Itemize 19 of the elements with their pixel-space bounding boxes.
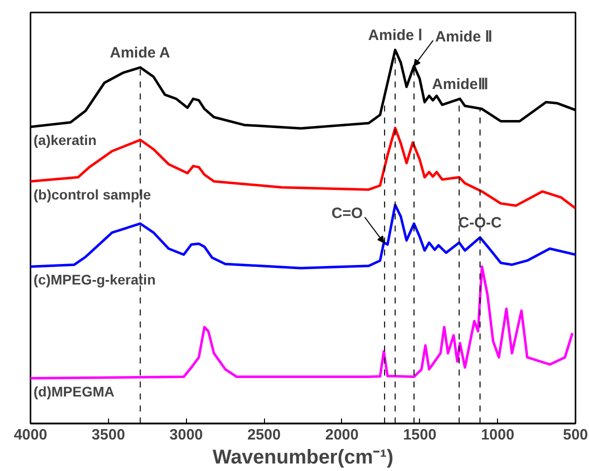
annotation: Amide Ⅰ (368, 26, 422, 44)
x-tick-label: 1000 (480, 426, 514, 444)
x-tick-label: 3000 (170, 426, 203, 444)
x-tick-label: 4000 (14, 426, 48, 444)
series-label: (c)MPEG-g-keratin (34, 272, 156, 288)
annotation: C-O-C (458, 214, 502, 232)
annotation: Amide A (110, 44, 170, 62)
x-axis-title: Wavenumber(cm⁻¹) (212, 446, 394, 468)
x-tick-label: 1500 (403, 426, 436, 444)
annotation: Amide Ⅱ (435, 28, 492, 46)
x-tick-label: 2500 (247, 426, 281, 444)
x-tick-label: 500 (562, 426, 588, 444)
series-label: (a)keratin (34, 132, 97, 148)
x-tick-label: 3500 (92, 426, 126, 444)
series-label: (d)MPEGMA (34, 383, 114, 400)
annotation: AmideⅢ (432, 76, 488, 93)
annotation: C=O (331, 205, 364, 222)
series-label: (b)control sample (34, 186, 152, 202)
x-tick-label: 2000 (325, 426, 359, 444)
